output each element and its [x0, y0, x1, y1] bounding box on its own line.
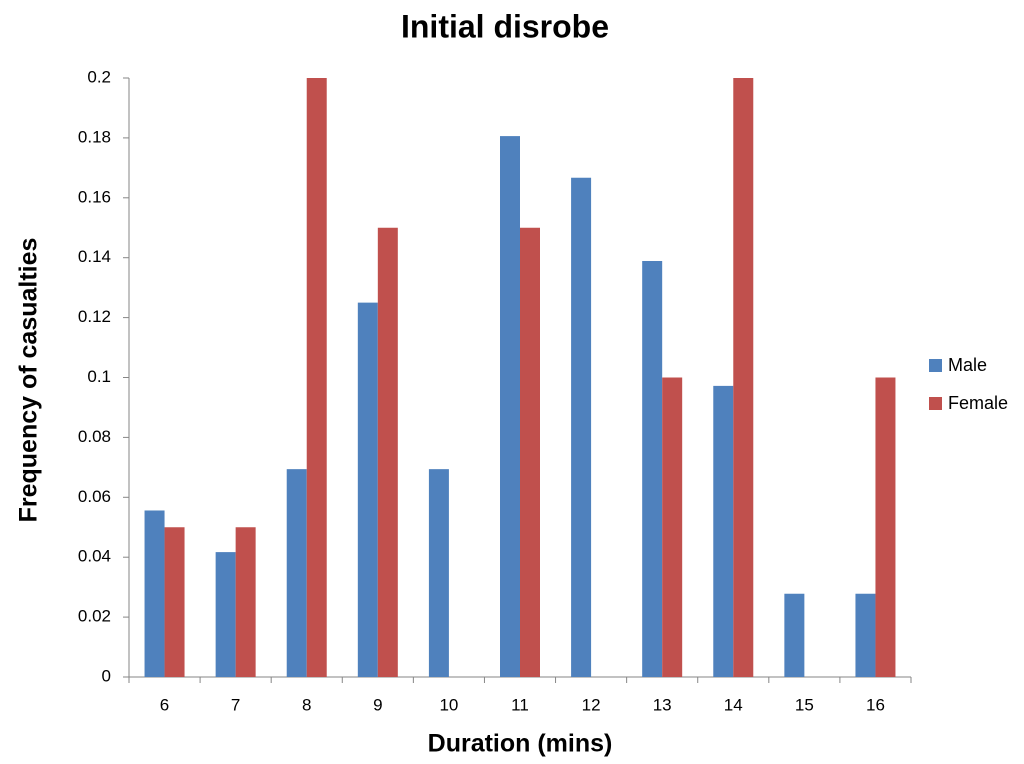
chart-title: Initial disrobe — [401, 8, 609, 44]
bar — [235, 527, 256, 677]
y-tick-label: 0.02 — [78, 607, 111, 626]
x-tick-label: 14 — [724, 695, 743, 714]
bar — [377, 227, 398, 677]
bar — [875, 377, 896, 677]
x-tick-label: 9 — [373, 695, 382, 714]
y-tick-label: 0.16 — [78, 187, 111, 206]
x-tick-label: 7 — [231, 695, 240, 714]
y-axis-title: Frequency of casualties — [15, 238, 43, 523]
x-tick-label: 8 — [302, 695, 311, 714]
legend-swatch — [929, 397, 942, 410]
bar — [500, 136, 520, 677]
bar — [428, 469, 449, 677]
y-tick-label: 0.2 — [87, 67, 111, 86]
x-tick-label: 13 — [653, 695, 672, 714]
bar — [357, 302, 378, 677]
bar — [286, 469, 307, 677]
y-tick-label: 0.12 — [78, 307, 111, 326]
x-tick-label: 16 — [866, 695, 885, 714]
legend-swatch — [929, 359, 942, 372]
y-tick-label: 0 — [102, 666, 111, 685]
x-tick-label: 15 — [795, 695, 814, 714]
bar — [642, 260, 663, 677]
bar — [215, 552, 236, 677]
x-tick-label: 10 — [439, 695, 458, 714]
x-axis-title: Duration (mins) — [428, 730, 613, 758]
bar — [520, 227, 540, 677]
bar — [662, 377, 683, 677]
y-tick-label: 0.14 — [78, 247, 111, 266]
bar — [144, 510, 165, 677]
y-tick-label: 0.1 — [87, 367, 111, 386]
x-tick-label: 11 — [511, 695, 529, 714]
bar — [784, 593, 805, 677]
y-tick-label: 0.08 — [78, 427, 111, 446]
legend-label: Male — [948, 355, 987, 375]
bar — [733, 78, 754, 677]
bar — [306, 78, 327, 677]
y-tick-label: 0.18 — [78, 127, 111, 146]
bar — [164, 527, 185, 677]
y-tick-label: 0.04 — [78, 547, 111, 566]
bar — [571, 177, 592, 677]
bar — [713, 385, 734, 677]
y-tick-label: 0.06 — [78, 487, 111, 506]
x-tick-label: 12 — [582, 695, 601, 714]
bar — [855, 593, 876, 677]
x-tick-label: 6 — [160, 695, 169, 714]
legend-label: Female — [948, 393, 1008, 413]
